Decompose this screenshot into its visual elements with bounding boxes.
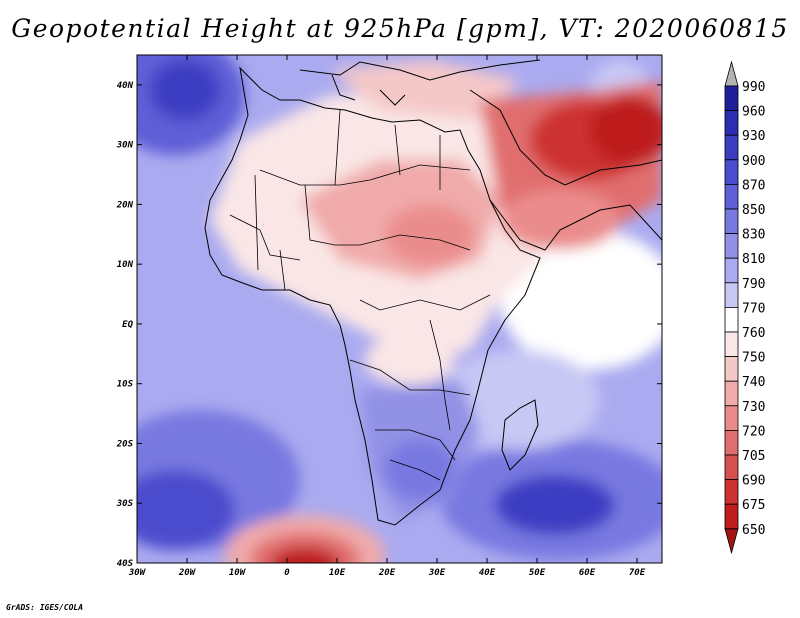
colorbar-swatch [724,479,739,505]
colorbar-swatch [724,257,739,284]
x-tick-label: 30W [128,568,147,578]
map-field [137,55,662,563]
x-tick-label: 20W [178,568,197,578]
colorbar-label: 705 [742,449,765,464]
colorbar-swatch [724,405,739,431]
colorbar-label: 930 [742,129,765,144]
colorbar-top-arrow [724,60,739,87]
colorbar-label: 960 [742,105,765,120]
colorbar-swatch [724,208,739,235]
colorbar-swatch [724,134,739,161]
colorbar-label: 790 [742,277,765,292]
map-frame [136,54,663,564]
colorbar-label: 740 [742,375,765,390]
colorbar-label: 750 [742,351,765,366]
colorbar-swatch [724,429,739,456]
colorbar-swatch [724,503,739,530]
colorbar-label: 900 [742,154,765,169]
colorbar-label: 830 [742,228,765,243]
colorbar-swatch [724,380,739,407]
colorbar-label: 770 [742,301,765,316]
x-tick-label: 10W [229,568,247,578]
colorbar-label: 850 [742,203,765,218]
colorbar-swatch [724,356,739,382]
y-tick-label: 40N [117,81,134,91]
colorbar-bottom-arrow [724,528,739,555]
y-tick-label: 20S [116,439,134,449]
colorbar-swatch [724,159,739,185]
y-tick-label: 40S [117,559,134,569]
y-tick-label: 30N [116,141,134,151]
colorbar-label: 730 [742,400,765,415]
colorbar-label: 870 [742,178,765,193]
colorbar-swatch [724,110,739,136]
y-axis: 40N 30N 20N 10N EQ 10S 20S 30S 40S [116,81,662,569]
colorbar-label: 675 [742,498,765,513]
y-tick-label: 10N [117,260,134,270]
colorbar: 990 960 930 900 870 850 830 810 790 770 760 750 740 7… [724,60,765,555]
y-tick-label: EQ [122,320,133,330]
colorbar-label: 760 [742,326,765,341]
colorbar-swatch [724,282,739,308]
x-tick-label: 50E [529,568,546,578]
colorbar-swatch [724,233,739,259]
colorbar-label: 720 [742,424,765,439]
colorbar-label: 990 [742,80,765,95]
colorbar-swatch [724,331,739,358]
x-axis: 30W 20W 10W 0 10E 20E 30E 40E 50E 60E 70E [128,55,646,578]
y-tick-label: 10S [117,380,134,390]
x-tick-label: 40E [479,568,496,578]
x-tick-label: 70E [629,568,646,578]
coastlines [204,59,662,526]
y-tick-label: 30S [116,499,134,509]
colorbar-label: 690 [742,474,765,489]
footer-credit: GrADS: IGES/COLA [6,603,84,612]
x-tick-label: 60E [579,568,596,578]
map-title: Geopotential Height at 925hPa [gpm], VT:… [11,14,789,43]
colorbar-label: 650 [742,523,765,538]
x-tick-label: 0 [284,568,290,578]
colorbar-swatch [724,85,739,112]
colorbar-label: 810 [742,252,765,267]
colorbar-swatch [724,183,739,210]
colorbar-swatch [724,306,739,333]
x-tick-label: 30E [428,568,446,578]
colorbar-swatch [724,454,739,481]
x-tick-label: 20E [378,568,396,578]
x-tick-label: 10E [329,568,346,578]
y-tick-label: 20N [116,200,134,210]
